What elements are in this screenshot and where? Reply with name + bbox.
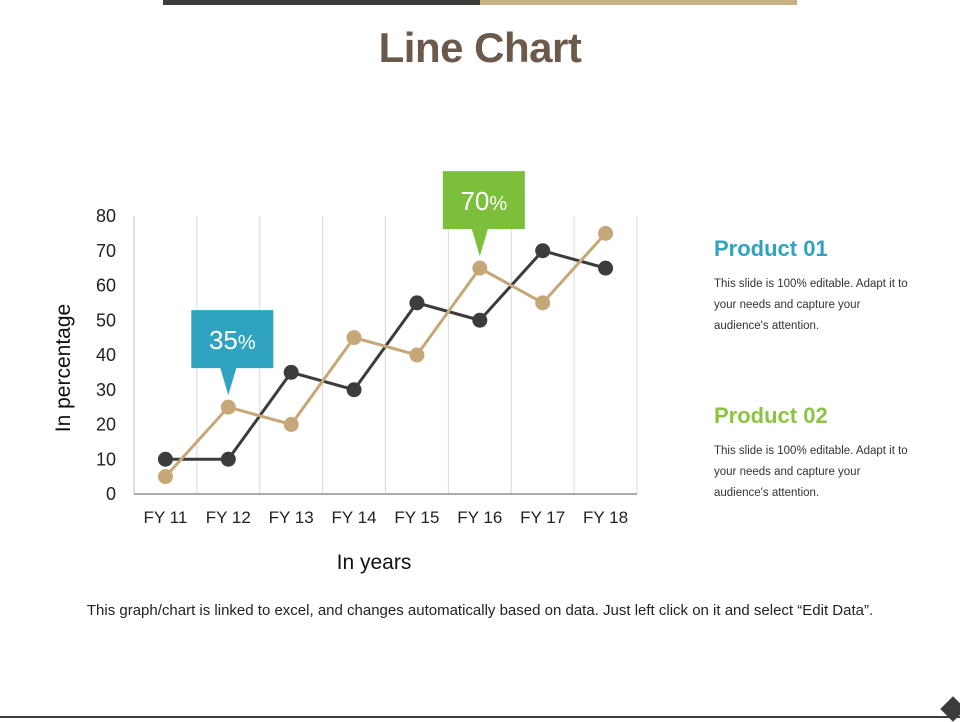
series-line-2 xyxy=(164,232,607,478)
data-point-series-2 xyxy=(157,469,173,485)
data-point-series-1 xyxy=(598,260,614,276)
data-point-series-2 xyxy=(472,260,488,276)
data-point-series-1 xyxy=(472,312,488,328)
y-tick-label: 0 xyxy=(106,484,116,504)
y-tick-label: 50 xyxy=(96,310,116,330)
y-axis-title: In percentage xyxy=(52,304,75,432)
y-tick-label: 20 xyxy=(96,415,116,435)
data-point-series-2 xyxy=(346,330,362,346)
y-tick-label: 70 xyxy=(96,241,116,261)
y-tick-label: 80 xyxy=(96,206,116,226)
x-tick-label: FY 14 xyxy=(332,508,377,527)
bottom-rule xyxy=(0,716,960,718)
callout-label: 35% xyxy=(209,325,256,355)
y-tick-label: 60 xyxy=(96,276,116,296)
y-tick-label: 40 xyxy=(96,345,116,365)
data-point-series-1 xyxy=(220,451,236,467)
x-tick-label: FY 18 xyxy=(583,508,628,527)
slide-title: Line Chart xyxy=(378,24,582,71)
x-tick-label: FY 17 xyxy=(520,508,565,527)
data-point-series-1 xyxy=(283,364,299,380)
x-tick-label: FY 16 xyxy=(457,508,502,527)
legend-title-product-01: Product 01 xyxy=(714,236,828,261)
top-accent-bar-gold xyxy=(480,0,797,5)
legend-title-product-02: Product 02 xyxy=(714,403,828,428)
callout-bubble xyxy=(191,310,274,396)
data-point-series-2 xyxy=(535,295,551,311)
callout-label: 70% xyxy=(460,186,507,216)
legend-desc-product-02: This slide is 100% editable. Adapt it to… xyxy=(714,445,908,499)
data-point-series-1 xyxy=(157,451,173,467)
top-accent-bar-dark xyxy=(163,0,480,5)
legend-desc-product-01: This slide is 100% editable. Adapt it to… xyxy=(714,278,908,332)
footer-note: This graph/chart is linked to excel, and… xyxy=(86,602,874,619)
x-tick-label: FY 13 xyxy=(269,508,314,527)
data-point-series-2 xyxy=(409,347,425,363)
x-tick-label: FY 12 xyxy=(206,508,251,527)
y-tick-label: 10 xyxy=(96,449,116,469)
data-point-series-2 xyxy=(598,225,614,241)
x-axis-title: In years xyxy=(337,551,412,574)
data-point-series-1 xyxy=(346,382,362,398)
y-tick-label: 30 xyxy=(96,380,116,400)
x-tick-label: FY 11 xyxy=(144,508,188,527)
data-point-series-2 xyxy=(220,399,236,415)
data-point-series-1 xyxy=(409,295,425,311)
x-tick-label: FY 15 xyxy=(394,508,439,527)
data-point-series-2 xyxy=(283,417,299,432)
data-point-series-1 xyxy=(535,243,551,259)
callout-bubble xyxy=(442,171,525,257)
